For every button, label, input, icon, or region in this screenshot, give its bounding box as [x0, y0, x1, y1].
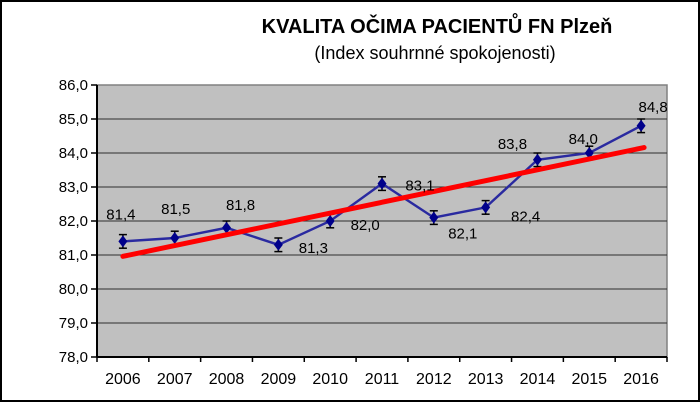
y-axis-tick-label: 78,0 [59, 349, 88, 366]
y-axis-tick-label: 85,0 [59, 111, 88, 128]
y-axis-tick-label: 79,0 [59, 315, 88, 332]
x-axis-tick-label: 2010 [312, 371, 348, 388]
x-axis-tick-label: 2015 [571, 371, 607, 388]
data-label: 81,4 [106, 206, 135, 223]
data-label: 83,1 [405, 178, 434, 195]
y-axis-tick-label: 80,0 [59, 281, 88, 298]
y-axis-tick-label: 81,0 [59, 247, 88, 264]
y-axis-tick-label: 82,0 [59, 213, 88, 230]
data-label: 81,3 [299, 240, 328, 257]
x-axis-tick-label: 2012 [416, 371, 452, 388]
x-axis-tick-label: 2011 [365, 371, 400, 388]
y-axis-tick-label: 84,0 [59, 145, 88, 162]
data-label: 82,1 [448, 226, 477, 243]
x-axis-tick-label: 2009 [261, 371, 297, 388]
x-axis-tick-label: 2014 [520, 371, 556, 388]
x-axis-tick-label: 2008 [209, 371, 245, 388]
x-axis-tick-label: 2007 [157, 371, 193, 388]
data-label: 82,0 [351, 217, 380, 234]
data-point-marker [118, 235, 128, 248]
data-label: 84,0 [569, 131, 598, 148]
data-label: 82,4 [511, 208, 540, 225]
data-point-marker [325, 215, 335, 227]
x-axis-tick-label: 2016 [623, 371, 659, 388]
data-point-marker [222, 221, 232, 234]
data-point-marker [377, 177, 387, 190]
data-point-marker [636, 119, 646, 132]
chart-subtitle: (Index souhrnné spokojenosti) [314, 43, 556, 63]
trend-line [120, 145, 647, 259]
data-label: 83,8 [498, 136, 527, 153]
data-point-marker [481, 201, 491, 214]
chart-title: KVALITA OČIMA PACIENTŮ FN Plzeň [261, 16, 613, 38]
data-point-marker [273, 238, 283, 251]
x-axis-tick-label: 2013 [468, 371, 504, 388]
data-point-marker [429, 211, 439, 224]
y-axis-tick-label: 86,0 [59, 77, 88, 94]
data-point-marker [532, 153, 542, 166]
data-label: 81,5 [161, 201, 190, 218]
x-axis-tick-label: 2006 [105, 371, 141, 388]
data-point-marker [170, 232, 180, 244]
data-label: 84,8 [638, 99, 667, 116]
data-label: 81,8 [226, 197, 255, 214]
y-axis-tick-label: 83,0 [59, 179, 88, 196]
